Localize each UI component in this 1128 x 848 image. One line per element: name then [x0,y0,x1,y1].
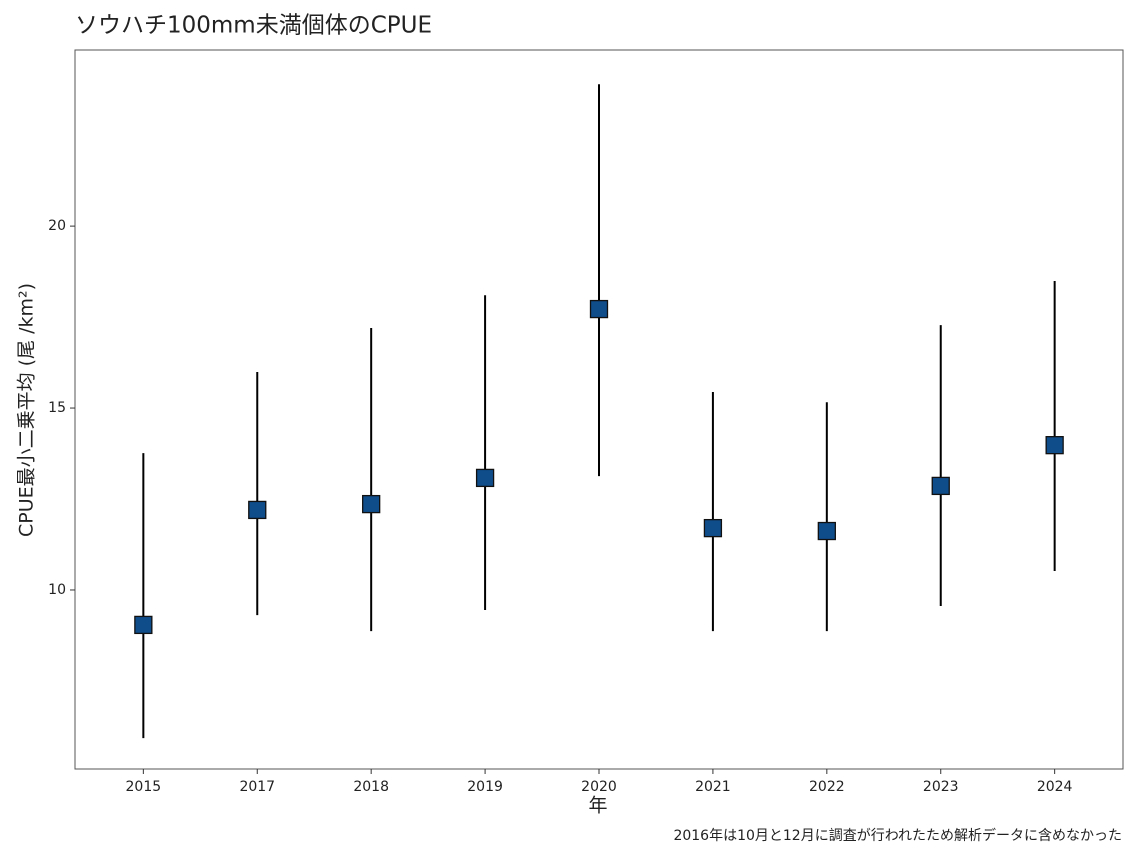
x-tick-label: 2024 [1037,779,1073,795]
point-marker [817,521,836,541]
point-marker [1045,436,1064,455]
x-axis-label: 年 [588,795,607,817]
y-tick-label: 15 [48,400,66,416]
point-marker [362,494,381,514]
chart-title: ソウハチ100mm未満個体のCPUE [75,13,432,39]
y-tick-label: 10 [48,582,66,598]
x-tick-label: 2017 [239,779,275,795]
point-marker [475,468,495,488]
point-marker [703,518,723,538]
x-tick-label: 2022 [809,779,845,795]
x-tick-label: 2021 [695,779,731,795]
y-axis-label: CPUE最小二乗平均 (尾 /km²) [16,283,38,537]
caption: 2016年は10月と12月に調査が行われたため解析データに含めなかった [673,827,1122,844]
point-marker [931,476,950,496]
x-tick-label: 2020 [581,779,617,795]
point-marker [589,299,609,319]
x-tick-label: 2015 [126,779,162,795]
y-tick-label: 20 [48,218,66,234]
x-tick-label: 2023 [923,779,959,795]
point-marker [248,500,267,520]
x-tick-label: 2018 [353,779,389,795]
point-marker [134,615,153,635]
x-tick-label: 2019 [467,779,503,795]
